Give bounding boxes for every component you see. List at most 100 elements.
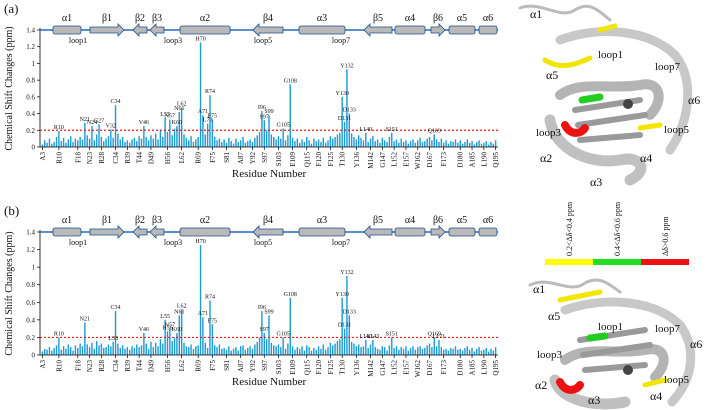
peak-label: N57 xyxy=(165,113,175,119)
bar xyxy=(95,340,98,355)
bar xyxy=(237,350,240,355)
bar xyxy=(152,138,155,147)
structure-label: α5 xyxy=(546,68,558,82)
structure-label: α6 xyxy=(688,93,700,107)
x-tick-label: R10 xyxy=(55,360,63,372)
x-tick-label: F18 xyxy=(74,152,82,163)
bar xyxy=(77,347,79,355)
peak-label: Y132 xyxy=(340,63,353,69)
helix xyxy=(298,25,346,35)
bar xyxy=(374,347,376,355)
x-tick-label: L62 xyxy=(178,360,186,372)
bar xyxy=(468,349,471,355)
bar xyxy=(159,130,162,147)
bar xyxy=(60,349,62,355)
bar xyxy=(154,342,157,355)
ribbon xyxy=(544,114,647,186)
panel-label: (a) xyxy=(4,1,18,16)
peak-label: H56 xyxy=(162,325,172,331)
x-tick-label: F125 xyxy=(327,360,335,375)
bar xyxy=(287,343,289,355)
bar xyxy=(329,342,332,355)
peak-label: H70 xyxy=(195,239,205,245)
x-axis-label: Residue Number xyxy=(232,168,307,180)
bar xyxy=(265,130,268,147)
x-tick-label: W162 xyxy=(414,152,422,170)
strand xyxy=(89,23,125,37)
bar xyxy=(48,138,51,147)
bar xyxy=(298,348,301,355)
legend-swatch xyxy=(593,259,641,265)
bar xyxy=(204,342,206,355)
peak-label: S97 xyxy=(260,114,269,120)
bar xyxy=(107,344,110,355)
helix xyxy=(298,227,346,237)
strand xyxy=(430,23,446,37)
bar xyxy=(169,119,171,147)
bar xyxy=(339,339,341,355)
bar xyxy=(369,138,372,147)
bar xyxy=(291,346,294,355)
bar xyxy=(237,141,240,147)
bar xyxy=(346,69,348,147)
bar xyxy=(162,343,164,355)
legend-swatch xyxy=(641,259,689,265)
x-tick-label: F173 xyxy=(440,360,448,375)
x-tick-label: R10 xyxy=(55,152,63,164)
bar xyxy=(310,143,313,147)
peak-label: I96 xyxy=(258,305,266,311)
bar xyxy=(254,137,256,147)
bar xyxy=(143,126,145,147)
bar xyxy=(431,347,433,355)
bar xyxy=(244,349,247,355)
bar xyxy=(336,134,339,147)
bar xyxy=(447,350,450,355)
bar xyxy=(147,348,150,355)
bar xyxy=(435,139,438,147)
bar xyxy=(386,350,388,355)
structure-label: α2 xyxy=(535,378,547,392)
loop-label: loop5 xyxy=(254,36,272,45)
structure-label: α3 xyxy=(590,175,602,189)
bar xyxy=(100,343,103,355)
bar xyxy=(317,139,320,147)
bar xyxy=(379,349,381,355)
bar xyxy=(346,275,348,355)
bar xyxy=(454,139,457,147)
x-tick-label: A185 xyxy=(469,152,477,168)
loop-label: loop5 xyxy=(254,238,272,247)
legend-label: 0.4<Δδ<0.6 ppm xyxy=(613,201,622,256)
peak-label: L171 xyxy=(433,334,446,340)
x-tick-label: M142 xyxy=(367,360,375,377)
y-tick-label: 1.2 xyxy=(26,246,35,254)
bar xyxy=(433,337,435,355)
bar xyxy=(324,142,327,147)
bar xyxy=(483,349,485,355)
peak-label: N21 xyxy=(80,117,90,123)
bar xyxy=(84,322,86,355)
bar xyxy=(230,350,232,355)
topology-label: β6 xyxy=(433,13,443,24)
loop-label: loop1 xyxy=(69,238,87,247)
bar xyxy=(84,122,86,147)
x-tick-label: Q115 xyxy=(303,360,311,376)
peak-label: V46 xyxy=(139,327,149,333)
bar xyxy=(136,344,138,355)
bar xyxy=(393,141,395,147)
bar xyxy=(180,309,183,355)
bar xyxy=(480,143,483,147)
bar xyxy=(119,347,121,355)
x-tick-label: W162 xyxy=(414,360,422,378)
x-tick-label: Y136 xyxy=(353,360,361,376)
ribbon xyxy=(528,278,622,294)
strand xyxy=(252,23,284,37)
bar xyxy=(176,126,178,147)
x-tick-label: T130 xyxy=(339,152,347,167)
bar xyxy=(457,349,459,355)
bar xyxy=(242,136,244,147)
x-tick-label: F75 xyxy=(209,152,217,163)
bar xyxy=(398,349,400,355)
bar xyxy=(249,139,251,147)
bar xyxy=(58,131,60,147)
bar xyxy=(58,337,60,355)
